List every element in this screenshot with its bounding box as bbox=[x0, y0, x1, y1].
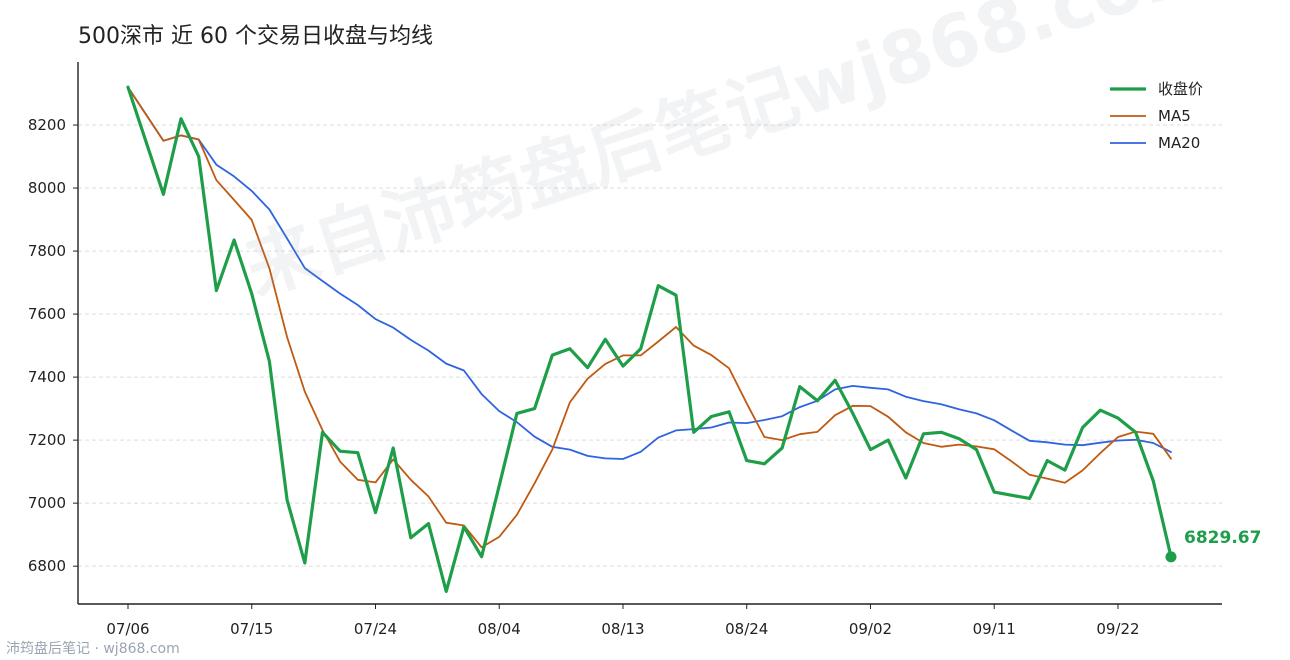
x-tick-label: 07/15 bbox=[230, 620, 273, 638]
y-tick-label: 7600 bbox=[28, 305, 66, 323]
y-tick-label: 7200 bbox=[28, 431, 66, 449]
x-tick-label: 08/24 bbox=[725, 620, 768, 638]
x-tick-label: 09/22 bbox=[1096, 620, 1139, 638]
legend-label: MA20 bbox=[1158, 134, 1200, 152]
y-tick-label: 8000 bbox=[28, 179, 66, 197]
footer-credit: 沛筠盘后笔记 · wj868.com bbox=[6, 641, 180, 657]
x-tick-label: 08/04 bbox=[478, 620, 521, 638]
chart-title: 500深市 近 60 个交易日收盘与均线 bbox=[78, 24, 433, 49]
x-tick-label: 09/11 bbox=[973, 620, 1016, 638]
series-line-MA20 bbox=[127, 86, 1172, 460]
x-tick-label: 07/24 bbox=[354, 620, 397, 638]
series-line-MA5 bbox=[127, 86, 1172, 549]
y-tick-label: 7800 bbox=[28, 242, 66, 260]
legend-label: 收盘价 bbox=[1158, 80, 1203, 98]
x-tick-label: 07/06 bbox=[106, 620, 149, 638]
y-tick-label: 7000 bbox=[28, 494, 66, 512]
last-value-label: 6829.67 bbox=[1184, 528, 1261, 548]
y-tick-label: 7400 bbox=[28, 368, 66, 386]
last-point-marker bbox=[1165, 551, 1177, 563]
x-tick-label: 08/13 bbox=[601, 620, 644, 638]
legend-label: MA5 bbox=[1158, 107, 1191, 125]
y-tick-label: 8200 bbox=[28, 116, 66, 134]
series-line-收盘价 bbox=[126, 85, 1173, 594]
y-tick-label: 6800 bbox=[28, 557, 66, 575]
x-tick-label: 09/02 bbox=[849, 620, 892, 638]
